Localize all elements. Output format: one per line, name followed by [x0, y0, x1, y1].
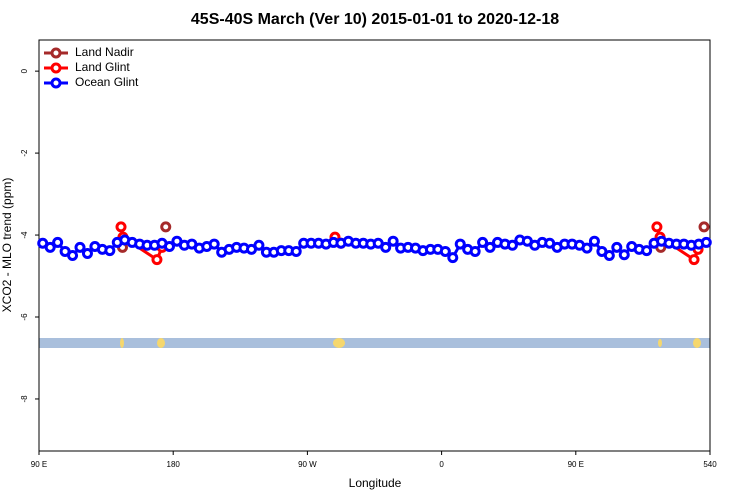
x-tick-label: 180 — [167, 460, 181, 469]
point — [454, 238, 466, 250]
point — [387, 235, 399, 247]
legend-label: Land Nadir — [75, 45, 134, 59]
x-tick-label: 90 E — [31, 460, 47, 469]
point — [618, 249, 630, 261]
point — [581, 242, 593, 254]
point — [611, 241, 623, 253]
point — [151, 254, 163, 266]
point — [439, 245, 451, 257]
x-axis-label: Longitude — [349, 476, 402, 490]
land — [333, 338, 345, 348]
x-tick-label: 90 E — [568, 460, 584, 469]
land — [658, 339, 662, 347]
legend-marker — [50, 47, 62, 59]
point — [104, 245, 116, 257]
point — [698, 221, 710, 233]
x-tick-label: 0 — [439, 460, 444, 469]
point — [44, 241, 56, 253]
legend-label: Land Glint — [75, 60, 130, 74]
point — [290, 245, 302, 257]
point — [380, 241, 392, 253]
land — [693, 338, 701, 348]
y-tick-label: -8 — [20, 395, 29, 403]
y-tick-label: 0 — [20, 68, 29, 73]
y-tick-label: -4 — [20, 231, 29, 239]
point — [700, 236, 712, 248]
point — [688, 254, 700, 266]
point — [588, 235, 600, 247]
legend-marker — [50, 77, 62, 89]
point — [484, 241, 496, 253]
point — [447, 252, 459, 264]
point — [641, 245, 653, 257]
point — [81, 247, 93, 259]
point — [52, 236, 64, 248]
point — [208, 238, 220, 250]
legend-marker — [50, 62, 62, 74]
chart-title: 45S-40S March (Ver 10) 2015-01-01 to 202… — [191, 11, 559, 28]
point — [163, 241, 175, 253]
land — [157, 338, 165, 348]
y-tick-label: -6 — [20, 313, 29, 321]
point — [115, 221, 127, 233]
point — [74, 241, 86, 253]
map-strip — [39, 338, 710, 348]
point — [253, 239, 265, 251]
ocean-band — [39, 338, 710, 348]
point — [477, 236, 489, 248]
point — [67, 250, 79, 262]
point — [469, 245, 481, 257]
y-axis-label: XCO2 - MLO trend (ppm) — [0, 178, 14, 313]
land — [120, 338, 124, 348]
x-tick-label: 540 — [703, 460, 717, 469]
point — [603, 250, 615, 262]
y-tick-label: -2 — [20, 149, 29, 157]
point — [160, 221, 172, 233]
point — [651, 221, 663, 233]
legend-label: Ocean Glint — [75, 75, 139, 89]
x-tick-label: 90 W — [298, 460, 317, 469]
point — [506, 239, 518, 251]
